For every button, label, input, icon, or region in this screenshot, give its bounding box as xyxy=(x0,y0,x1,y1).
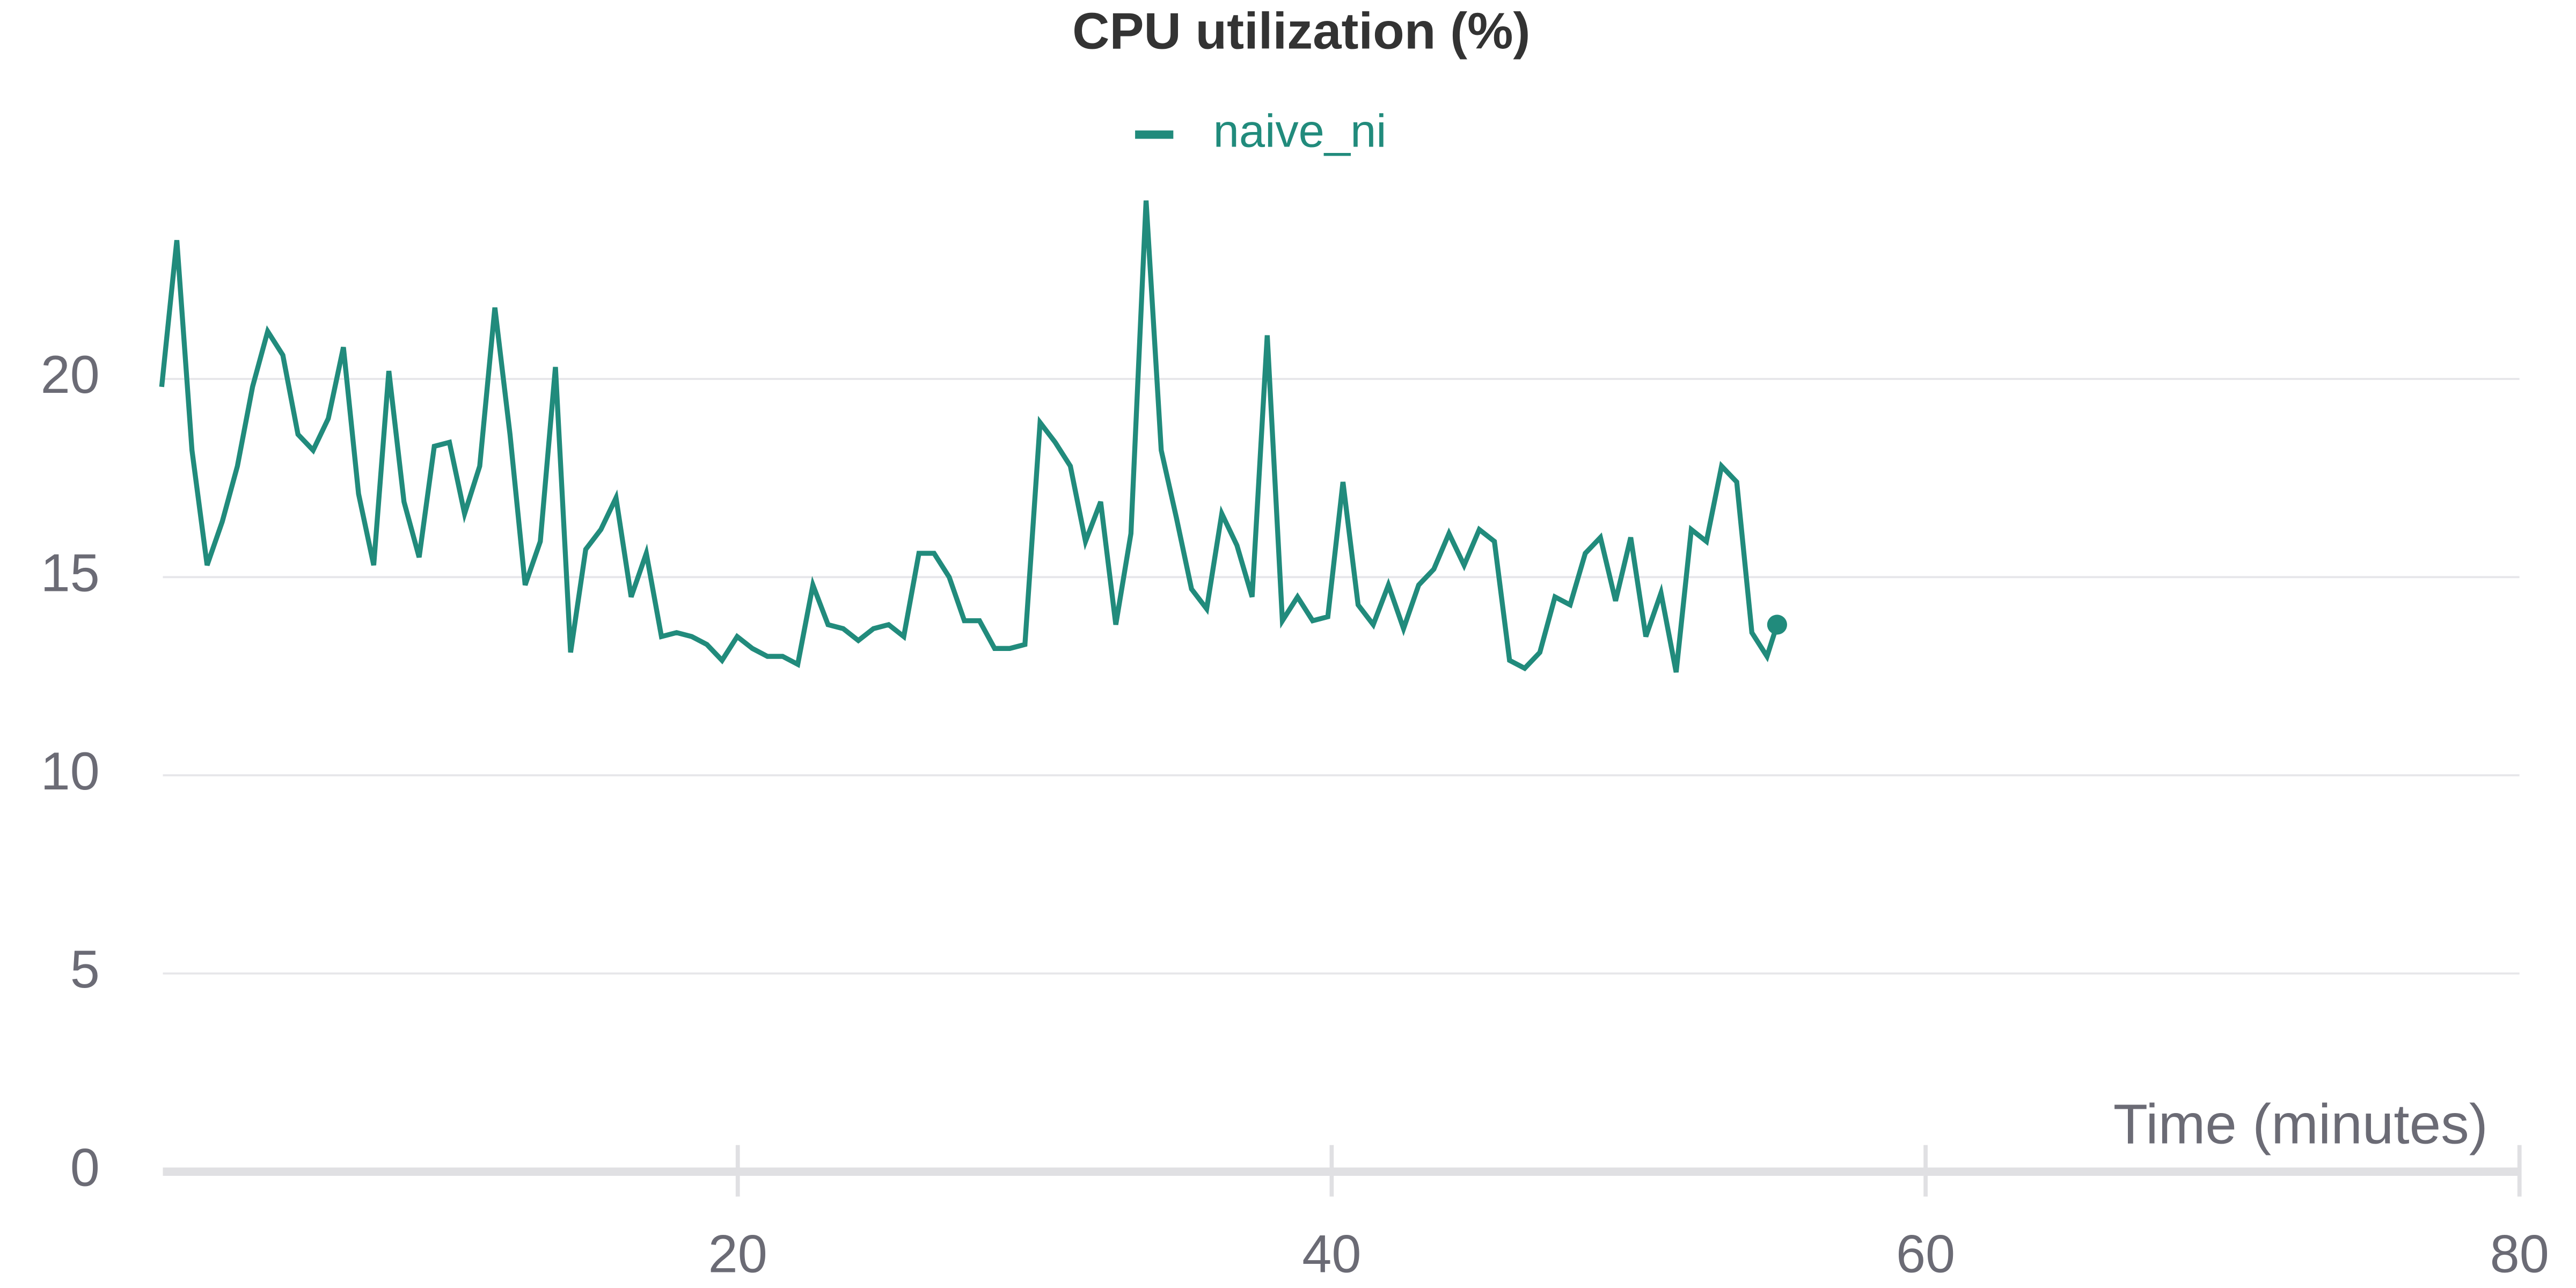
y-tick-label: 15 xyxy=(41,543,100,603)
chart-title: CPU utilization (%) xyxy=(1072,2,1530,60)
x-tick-label: 60 xyxy=(1896,1224,1955,1283)
y-tick-label: 10 xyxy=(41,741,100,801)
line-series xyxy=(159,200,1780,673)
x-tick-label: 40 xyxy=(1302,1224,1361,1283)
y-tick-label: 20 xyxy=(41,345,100,404)
x-tick-label: 80 xyxy=(2490,1224,2549,1283)
y-tick-label: 0 xyxy=(70,1137,100,1197)
x-tick-label: 20 xyxy=(708,1224,767,1283)
legend-label: naive_ni xyxy=(1213,106,1387,157)
end-marker xyxy=(1767,614,1787,635)
x-axis-label: Time (minutes) xyxy=(2113,1093,2488,1156)
y-tick-label: 5 xyxy=(70,939,100,999)
